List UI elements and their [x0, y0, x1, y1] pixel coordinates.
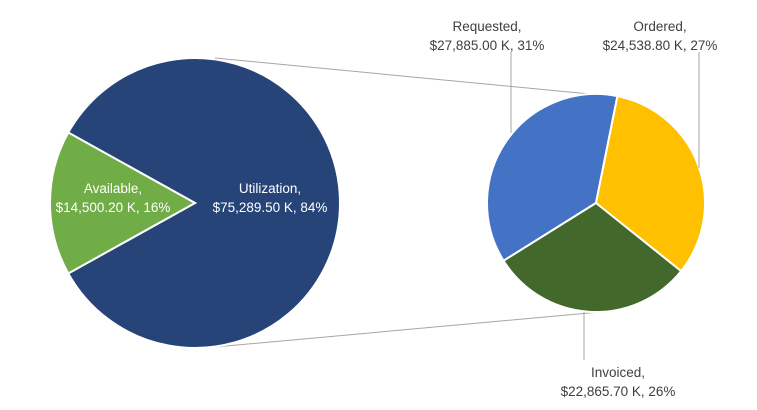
connector-line-bottom	[214, 311, 601, 348]
connector-line-top	[214, 57, 601, 96]
breakout-slice-ordered	[594, 94, 706, 273]
data-label-utilization: Utilization, $75,289.50 K, 84%	[213, 181, 328, 215]
main-slice-available	[49, 131, 198, 275]
connector-lines	[214, 57, 601, 348]
leader-lines	[510, 52, 700, 360]
data-labels: Utilization, $75,289.50 K, 84% Available, $…	[56, 19, 718, 399]
data-label-requested: Requested, $27,885.00 K, 31%	[430, 19, 545, 53]
breakout-pie	[486, 93, 706, 313]
main-slice-utilization	[66, 57, 341, 349]
breakout-slice-requested	[486, 93, 619, 263]
data-label-invoiced: Invoiced, $22,865.70 K, 26%	[561, 365, 676, 399]
data-label-ordered: Ordered, $24,538.80 K, 27%	[603, 19, 718, 53]
main-pie	[49, 57, 341, 349]
breakout-slice-invoiced	[502, 201, 683, 313]
data-label-available: Available, $14,500.20 K, 16%	[56, 181, 171, 215]
